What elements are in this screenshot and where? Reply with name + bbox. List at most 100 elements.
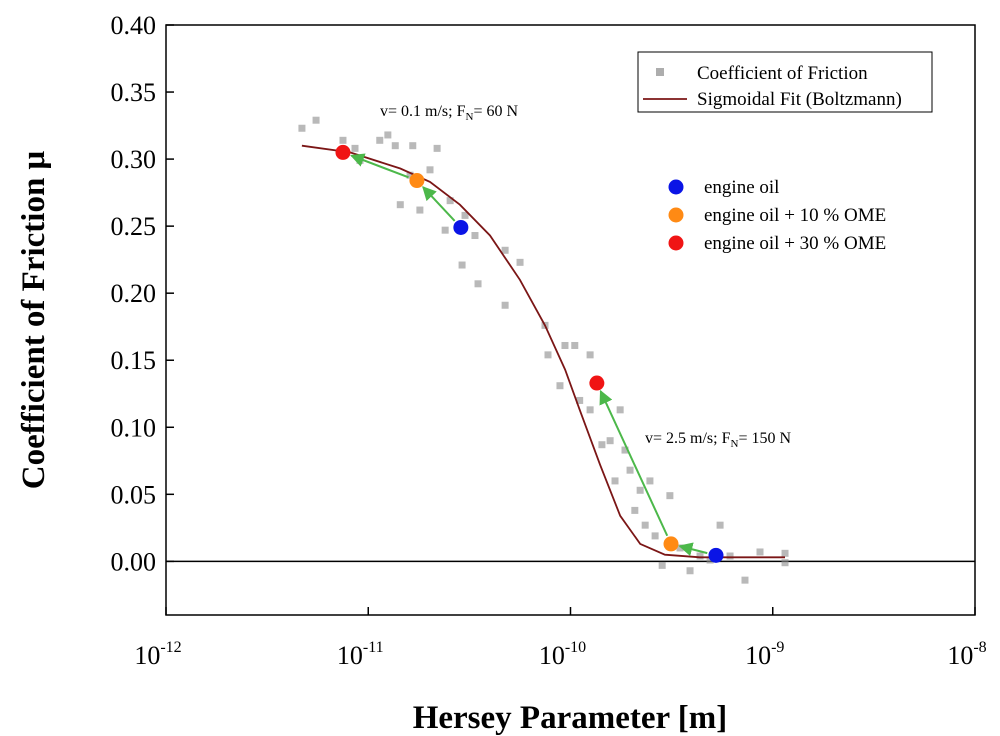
measurement-point [406, 171, 414, 179]
y-tick-label: 0.20 [111, 279, 157, 308]
trend-arrow [599, 389, 669, 537]
measurement-point [726, 552, 734, 560]
measurement-point [741, 576, 749, 584]
legend-marker [656, 68, 664, 76]
oil-point [409, 173, 425, 189]
plot-frame [165, 24, 976, 616]
oil-point [453, 219, 469, 235]
measurement-point [339, 136, 347, 144]
annotation: v= 2.5 m/s; FN= 150 N [645, 430, 791, 450]
oil-point [708, 547, 724, 563]
x-tick-base: 10 [337, 641, 363, 670]
trend-arrow [678, 542, 708, 557]
measurement-point [312, 116, 320, 124]
measurement-point [351, 144, 359, 152]
measurement-point [696, 552, 704, 560]
annotation-text: = 150 N [738, 430, 791, 447]
measurement-point [598, 441, 606, 449]
measurement-point [501, 246, 509, 254]
legend-marker [668, 179, 684, 195]
measurement-point [781, 559, 789, 567]
legend-label: Sigmoidal Fit (Boltzmann) [697, 89, 902, 110]
measurement-point [416, 206, 424, 214]
measurement-point [716, 521, 724, 529]
trend-arrow [350, 153, 409, 179]
x-tick-label: 10-9 [745, 639, 784, 670]
y-tick-label: 0.25 [111, 212, 157, 241]
measurement-point [571, 341, 579, 349]
measurement-point [471, 232, 479, 240]
legend-box [637, 51, 933, 113]
x-tick-exponent: -10 [565, 639, 586, 656]
measurement-point [666, 492, 674, 500]
measurement-point [556, 382, 564, 390]
x-tick-label: 10-8 [947, 639, 986, 670]
annotation-text: v= 0.1 m/s; F [380, 103, 466, 120]
measurement-point [384, 131, 392, 139]
x-tick-base: 10 [134, 641, 160, 670]
measurement-point [441, 226, 449, 234]
measurement-point [756, 548, 764, 556]
legend-label: engine oil + 30 % OME [704, 233, 886, 254]
x-tick-label: 10-11 [337, 639, 384, 670]
y-tick-label: 0.15 [111, 346, 157, 375]
measurement-point [396, 201, 404, 209]
y-tick-label: 0.00 [111, 547, 157, 576]
x-tick-base: 10 [539, 641, 565, 670]
legend-label: engine oil [704, 177, 779, 198]
legend-marker [668, 235, 684, 251]
annotation-text: v= 2.5 m/s; F [645, 430, 731, 447]
annotation-subscript: N [730, 438, 738, 450]
measurement-point [586, 351, 594, 359]
measurement-point [516, 258, 524, 266]
measurement-point [706, 556, 714, 564]
x-tick-label: 10-10 [539, 639, 586, 670]
measurement-point [636, 486, 644, 494]
y-tick-label: 0.05 [111, 480, 157, 509]
measurement-point [686, 567, 694, 575]
measurement-point [446, 197, 454, 205]
y-tick-label: 0.40 [111, 11, 157, 40]
x-tick-exponent: -9 [771, 639, 784, 656]
measurement-point [658, 561, 666, 569]
measurement-point [391, 142, 399, 150]
annotation-text: = 60 N [473, 103, 518, 120]
measurement-point [298, 124, 306, 132]
annotation-subscript: N [465, 111, 473, 123]
measurement-point [606, 437, 614, 445]
x-tick-base: 10 [745, 641, 771, 670]
measurement-point [651, 532, 659, 540]
measurement-point [458, 261, 466, 269]
measurement-point [641, 521, 649, 529]
legend-marker [668, 207, 684, 223]
measurement-point [616, 406, 624, 414]
measurement-point [586, 406, 594, 414]
measurement-point [561, 341, 569, 349]
measurement-point [626, 466, 634, 474]
measurement-point [621, 446, 629, 454]
annotation: v= 0.1 m/s; FN= 60 N [380, 103, 518, 123]
x-tick-label: 10-12 [134, 639, 181, 670]
x-tick-base: 10 [947, 641, 973, 670]
measurement-point [433, 144, 441, 152]
x-tick-exponent: -12 [160, 639, 181, 656]
y-tick-label: 0.30 [111, 145, 157, 174]
measurement-point [461, 211, 469, 219]
measurement-point [501, 301, 509, 309]
measurement-point [646, 477, 654, 485]
measurement-point [781, 549, 789, 557]
measurement-point [611, 477, 619, 485]
measurement-point [426, 166, 434, 174]
trend-arrow [422, 186, 456, 222]
x-tick-exponent: -11 [363, 639, 384, 656]
x-axis-title: Hersey Parameter [m] [413, 700, 728, 736]
measurement-point [576, 396, 584, 404]
legend-label: Coefficient of Friction [697, 63, 868, 84]
oil-point [589, 375, 605, 391]
measurement-point [409, 142, 417, 150]
y-tick-label: 0.10 [111, 413, 157, 442]
y-axis-title: Coefficient of Friction μ [16, 150, 52, 489]
legend-label: engine oil + 10 % OME [704, 205, 886, 226]
x-tick-exponent: -8 [973, 639, 986, 656]
